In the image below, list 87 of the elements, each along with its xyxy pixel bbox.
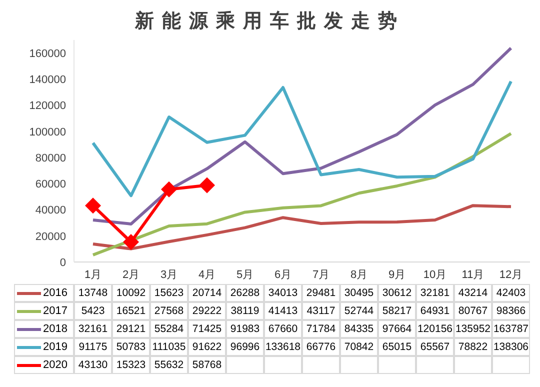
x-tick-label: 4月 <box>198 268 216 281</box>
y-tick-label: 120000 <box>29 100 66 112</box>
data-label: 78822 <box>454 338 492 356</box>
data-label: 50783 <box>112 338 150 356</box>
y-tick-label: 60000 <box>35 178 66 191</box>
x-tick-label: 5月 <box>236 268 254 281</box>
data-label: 98366 <box>492 302 530 320</box>
data-label: 84335 <box>340 320 378 338</box>
x-tick-label: 7月 <box>312 268 330 281</box>
data-label: 138306 <box>492 338 530 356</box>
data-label: 42403 <box>492 284 530 302</box>
legend-label: 2018 <box>43 323 68 335</box>
y-tick-label: 140000 <box>29 74 66 86</box>
data-label: 120156 <box>416 320 454 338</box>
y-tick-label: 80000 <box>35 152 66 164</box>
data-label: 163787 <box>492 320 530 338</box>
data-label: 64931 <box>416 302 454 320</box>
x-tick-label: 3月 <box>160 268 178 281</box>
data-label: 67660 <box>264 320 302 338</box>
data-label: 133618 <box>264 338 302 356</box>
y-tick-label: 160000 <box>29 48 66 60</box>
y-tick-label: 40000 <box>35 204 66 217</box>
data-label: 43214 <box>454 284 492 302</box>
data-label: 26288 <box>226 284 264 302</box>
data-label: 29481 <box>302 284 340 302</box>
x-tick-label: 6月 <box>274 268 292 281</box>
data-label: 30612 <box>378 284 416 302</box>
data-label: 71425 <box>188 320 226 338</box>
x-tick-label: 1月 <box>84 268 102 281</box>
data-label: 30495 <box>340 284 378 302</box>
data-label: 71784 <box>302 320 340 338</box>
data-label: 55284 <box>150 320 188 338</box>
data-label: 52744 <box>340 302 378 320</box>
x-tick-label: 9月 <box>388 268 406 281</box>
x-tick-label: 2月 <box>122 268 140 281</box>
data-label: 15623 <box>150 284 188 302</box>
data-label: 29121 <box>112 320 150 338</box>
data-label: 34013 <box>264 284 302 302</box>
point <box>123 234 139 250</box>
data-label: 15323 <box>112 356 150 374</box>
legend-label: 2017 <box>43 305 68 317</box>
x-tick-label: 11月 <box>462 268 484 281</box>
data-label: 10092 <box>112 284 150 302</box>
x-tick-label: 10月 <box>423 268 447 281</box>
y-tick-label: 100000 <box>29 126 66 138</box>
data-label: 65567 <box>416 338 454 356</box>
line-series <box>92 204 512 250</box>
data-label: 43130 <box>74 356 112 374</box>
chart-title: 新能源乘用车批发走势 <box>134 9 406 34</box>
data-label: 91175 <box>74 338 112 356</box>
data-label: 41413 <box>264 302 302 320</box>
data-label: 111035 <box>150 338 188 356</box>
point <box>199 177 215 194</box>
data-label: 97664 <box>378 320 416 338</box>
x-tick-label: 8月 <box>350 268 368 281</box>
data-label: 70842 <box>340 338 378 356</box>
data-label: 58768 <box>188 356 226 374</box>
data-label: 32161 <box>74 320 112 338</box>
data-label: 43117 <box>302 302 340 320</box>
data-label: 58217 <box>378 302 416 320</box>
line-series <box>92 46 512 226</box>
data-label: 38119 <box>226 302 264 320</box>
data-label: 91983 <box>226 320 264 338</box>
data-label: 96996 <box>226 338 264 356</box>
data-label: 91622 <box>188 338 226 356</box>
y-tick-label: 20000 <box>35 230 66 243</box>
data-label: 27568 <box>150 302 188 320</box>
y-tick-label: 0 <box>60 256 66 269</box>
legend-label: 2019 <box>43 341 68 353</box>
data-label: 66776 <box>302 338 340 356</box>
data-label: 13748 <box>74 284 112 302</box>
data-label: 29222 <box>188 302 226 320</box>
data-label: 32181 <box>416 284 454 302</box>
legend-label: 2016 <box>43 287 68 299</box>
line-series <box>92 132 512 256</box>
data-label: 135952 <box>454 320 492 338</box>
point <box>161 181 177 198</box>
data-label: 20714 <box>188 284 226 302</box>
data-label: 65015 <box>378 338 416 356</box>
data-label: 16521 <box>112 302 150 320</box>
line-series <box>92 80 512 198</box>
data-label: 55632 <box>150 356 188 374</box>
data-label: 5423 <box>74 302 112 320</box>
data-label: 80767 <box>454 302 492 320</box>
legend-label: 2020 <box>43 359 68 371</box>
point <box>85 198 101 214</box>
x-tick-label: 12月 <box>499 268 523 281</box>
